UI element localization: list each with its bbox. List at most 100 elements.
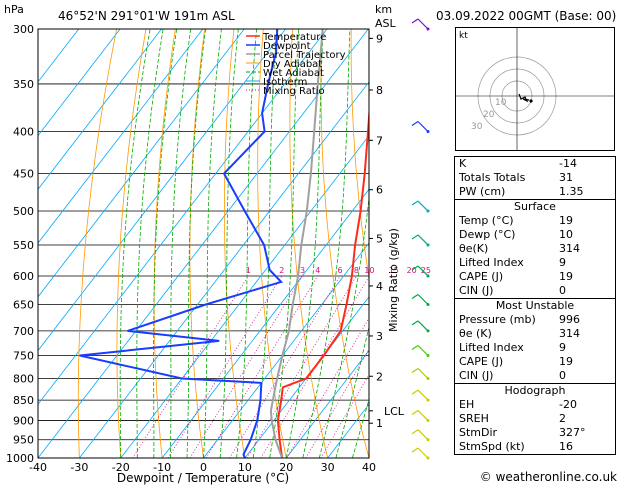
mixing-ratio-line xyxy=(305,348,369,458)
mixing-ratio-line xyxy=(286,317,369,458)
wet-adiabat-line xyxy=(352,397,369,458)
surface-section-title: Surface xyxy=(514,200,556,213)
km-unit-label: km xyxy=(375,3,392,16)
wind-barb-base xyxy=(426,438,430,442)
wind-barb-feather xyxy=(411,121,419,127)
hodograph-section-title: Hodograph xyxy=(504,384,566,397)
wind-barb-base xyxy=(426,303,430,307)
pressure-tick-label: 300 xyxy=(13,23,34,36)
index-label: PW (cm) xyxy=(459,185,506,198)
asl-unit-label: ASL xyxy=(375,17,397,30)
pressure-tick-label: 1000 xyxy=(6,452,34,465)
surface-label: θe(K) xyxy=(459,242,489,255)
index-row: PW (cm) 1.35 xyxy=(455,185,615,199)
pressure-tick-label: 600 xyxy=(13,270,34,283)
most-unstable-label: CAPE (J) xyxy=(459,355,504,368)
height-tick-label: 8 xyxy=(376,84,383,97)
wind-barb-base xyxy=(426,398,430,402)
mixing-ratio-label: 15 xyxy=(389,266,399,275)
dry-adiabat-line xyxy=(116,29,147,458)
pressure-tick-label: 800 xyxy=(13,372,34,385)
surface-row: Lifted Index 9 xyxy=(455,256,615,270)
hodograph-stat-value: -20 xyxy=(559,398,577,411)
wind-barb-base xyxy=(426,329,430,333)
dewpoint-profile xyxy=(79,29,284,458)
wind-barb xyxy=(417,18,429,30)
wet-adiabat-line xyxy=(236,29,257,458)
height-tick-label: LCL xyxy=(384,405,405,418)
isotherm-line xyxy=(120,134,369,458)
wind-barb-base xyxy=(426,27,430,31)
most-unstable-label: Lifted Index xyxy=(459,341,524,354)
pressure-tick-label: 550 xyxy=(13,239,34,252)
wind-barb-base xyxy=(426,209,430,213)
wet-adiabat-line xyxy=(219,29,239,458)
wind-barb-feather xyxy=(411,320,419,326)
wind-barb xyxy=(417,429,429,441)
temperature-tick-label: -40 xyxy=(29,461,47,474)
hodograph-ring-label-20: 20 xyxy=(483,110,495,120)
isotherm-line xyxy=(79,81,369,458)
pressure-tick-label: 900 xyxy=(13,414,34,427)
isotherm-line xyxy=(285,349,369,458)
location-title: 46°52'N 291°01'W 191m ASL xyxy=(58,9,235,23)
parcel-trajectory-profile xyxy=(269,29,324,458)
hodograph-stat-label: EH xyxy=(459,398,475,411)
wind-barb-base xyxy=(426,353,430,357)
most-unstable-section-title: Most Unstable xyxy=(495,299,575,312)
isotherm-line xyxy=(38,29,245,298)
surface-row: Temp (°C) 19 xyxy=(455,214,615,228)
most-unstable-row: Pressure (mb) 996 xyxy=(455,313,615,327)
wind-barb xyxy=(417,200,429,212)
height-tick-label: 9 xyxy=(376,32,383,45)
hodograph-stat-label: StmSpd (kt) xyxy=(459,440,525,453)
x-axis-title: Dewpoint / Temperature (°C) xyxy=(117,471,289,485)
wind-barb xyxy=(417,410,429,421)
hodograph-ring-label-10: 10 xyxy=(495,98,507,108)
surface-label: Lifted Index xyxy=(459,256,524,269)
surface-value: 19 xyxy=(559,270,573,283)
most-unstable-value: 0 xyxy=(559,369,566,382)
hodograph-stat-row: EH -20 xyxy=(455,398,615,412)
most-unstable-value: 9 xyxy=(559,341,566,354)
wet-adiabat-line xyxy=(186,29,206,458)
mixing-ratio-axis-title: Mixing Ratio (g/kg) xyxy=(387,228,400,332)
wet-adiabat-line xyxy=(285,29,324,458)
pressure-unit-label: hPa xyxy=(4,3,24,16)
most-unstable-row: CAPE (J) 19 xyxy=(455,355,615,369)
surface-row: CIN (J) 0 xyxy=(455,284,615,298)
wind-barb-feather xyxy=(411,200,419,206)
wind-barb xyxy=(417,447,429,459)
wind-barb-feather xyxy=(411,429,419,435)
surface-value: 10 xyxy=(559,228,573,241)
height-tick-label: 3 xyxy=(376,330,383,343)
surface-label: Temp (°C) xyxy=(459,214,514,227)
height-tick-label: 6 xyxy=(376,184,383,197)
hodograph-stat-label: StmDir xyxy=(459,426,498,439)
index-row: K -14 xyxy=(455,157,615,171)
dry-adiabat-line xyxy=(153,29,176,458)
temperature-tick-label: 0 xyxy=(200,461,207,474)
isotherm-line xyxy=(38,29,328,405)
surface-label: Dewp (°C) xyxy=(459,228,516,241)
hodograph-stat-label: SREH xyxy=(459,412,489,425)
wind-barb xyxy=(417,265,429,277)
wind-barb-base xyxy=(426,130,430,134)
temperature-tick-label: -10 xyxy=(153,461,171,474)
mixing-ratio-label: 3 xyxy=(300,266,305,275)
height-tick-label: 7 xyxy=(376,134,383,147)
surface-value: 9 xyxy=(559,256,566,269)
most-unstable-row: θe (K) 314 xyxy=(455,327,615,341)
wind-barb-feather xyxy=(411,234,419,240)
hodograph-stat-row: StmSpd (kt) 16 xyxy=(455,440,615,454)
mixing-ratio-label: 20 xyxy=(407,266,417,275)
pressure-tick-label: 500 xyxy=(13,205,34,218)
hodograph-stat-row: StmDir 327° xyxy=(455,426,615,440)
dry-adiabat-line xyxy=(77,29,117,458)
legend-label: Temperature xyxy=(262,32,326,43)
most-unstable-label: CIN (J) xyxy=(459,369,494,382)
hodograph-stat-value: 2 xyxy=(559,412,566,425)
wind-barb xyxy=(417,368,429,379)
wind-barb-feather xyxy=(411,265,419,271)
surface-value: 314 xyxy=(559,242,580,255)
